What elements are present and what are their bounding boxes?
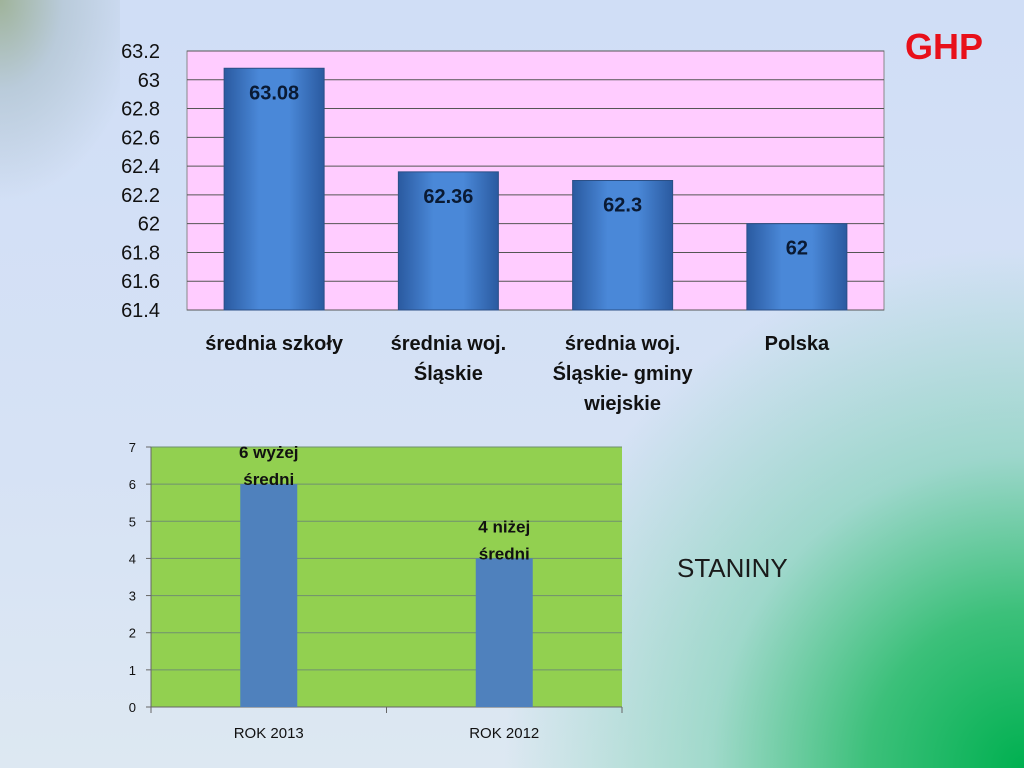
data-label: 4 niżej <box>478 517 530 536</box>
background-shade <box>0 0 120 200</box>
data-label: średni <box>479 544 530 563</box>
data-label: 63.08 <box>249 82 299 104</box>
y-tick-label: 7 <box>129 440 136 455</box>
y-tick-label: 61.4 <box>121 300 160 322</box>
y-tick-label: 4 <box>129 551 136 566</box>
x-tick-label: średnia woj. <box>565 333 681 355</box>
data-label: średni <box>243 470 294 489</box>
y-tick-label: 2 <box>129 626 136 641</box>
y-tick-label: 1 <box>129 663 136 678</box>
data-label: 62.3 <box>603 195 642 217</box>
bar <box>223 67 325 311</box>
data-label: 62 <box>786 238 808 260</box>
x-tick-label: ROK 2012 <box>469 725 539 742</box>
bar <box>240 484 298 707</box>
plot-area <box>151 447 622 707</box>
x-tick-label: Śląskie <box>414 361 483 385</box>
y-tick-label: 61.6 <box>121 271 160 293</box>
y-tick-label: 0 <box>129 700 136 715</box>
y-tick-label: 62 <box>138 214 160 236</box>
y-tick-label: 5 <box>129 514 136 529</box>
x-tick-label: średnia woj. <box>391 333 507 355</box>
bar <box>397 171 499 311</box>
bar <box>475 558 533 707</box>
y-tick-label: 63.2 <box>121 41 160 63</box>
y-tick-label: 62.4 <box>121 156 160 178</box>
x-tick-label: Polska <box>765 333 830 355</box>
y-tick-label: 61.8 <box>121 242 160 264</box>
bar <box>746 223 848 311</box>
staniny-label: STANINY <box>677 553 788 583</box>
chart-exam-averages: 63.2 63 62.8 62.6 62.4 62.2 62 61.8 61.6 61.4 63.0… <box>121 41 885 415</box>
y-tick-label: 62.6 <box>121 127 160 149</box>
x-tick-label: wiejskie <box>583 393 661 415</box>
y-tick-label: 62.2 <box>121 185 160 207</box>
y-tick-label: 3 <box>129 589 136 604</box>
y-tick-label: 6 <box>129 477 136 492</box>
data-label: 6 wyżej <box>239 443 299 462</box>
y-tick-label: 62.8 <box>121 99 160 121</box>
bar <box>572 180 674 311</box>
x-tick-label: Śląskie- gminy <box>553 361 694 385</box>
y-tick-label: 63 <box>138 70 160 92</box>
data-label: 62.36 <box>423 186 473 208</box>
brand-logo-text: GHP <box>905 26 984 67</box>
x-tick-label: średnia szkoły <box>205 333 344 355</box>
x-tick-label: ROK 2013 <box>234 725 304 742</box>
